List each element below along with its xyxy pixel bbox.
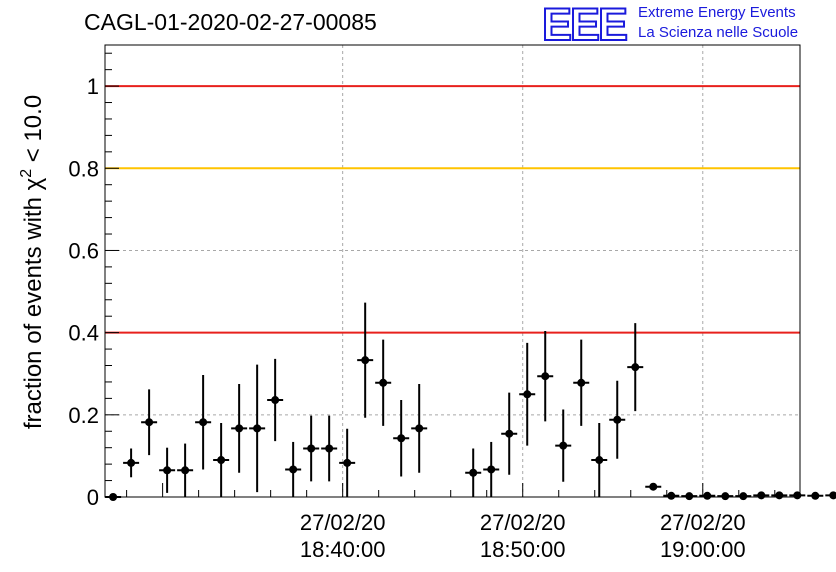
data-point-marker bbox=[235, 424, 244, 433]
y-axis-label-suffix: < 10.0 bbox=[20, 95, 47, 169]
eee-logo-line1: Extreme Energy Events bbox=[638, 4, 796, 21]
data-point-marker bbox=[757, 491, 766, 500]
data-point-marker bbox=[397, 434, 406, 443]
data-point-marker bbox=[163, 466, 172, 475]
data-point-marker bbox=[487, 465, 496, 474]
y-axis-label-exponent: 2 bbox=[18, 169, 35, 178]
data-point-marker bbox=[253, 424, 262, 433]
x-tick-label-date: 27/02/20 bbox=[300, 510, 386, 535]
y-tick-label: 0 bbox=[87, 485, 99, 510]
data-point-marker bbox=[721, 492, 730, 501]
data-point-marker bbox=[739, 492, 748, 501]
plot-frame bbox=[104, 44, 801, 498]
data-point-marker bbox=[415, 424, 424, 433]
data-point-marker bbox=[829, 491, 836, 500]
data-point-marker bbox=[379, 378, 388, 387]
y-tick-label: 0.6 bbox=[68, 238, 99, 263]
x-tick-label-time: 18:50:00 bbox=[480, 537, 566, 562]
y-axis-label-prefix: fraction of events with bbox=[20, 190, 47, 429]
data-point-marker bbox=[631, 363, 640, 372]
y-axis-label: fraction of events with χ2 < 10.0 bbox=[18, 95, 47, 429]
data-point-marker bbox=[145, 418, 154, 427]
data-point-marker bbox=[307, 444, 316, 453]
data-point-marker bbox=[811, 491, 820, 500]
data-point-marker bbox=[289, 465, 298, 474]
data-point-marker bbox=[361, 356, 370, 365]
data-point-marker bbox=[613, 415, 622, 424]
data-point-marker bbox=[649, 482, 658, 491]
data-point-marker bbox=[325, 444, 334, 453]
data-point-marker bbox=[595, 456, 604, 465]
eee-logo-mark: EEE bbox=[541, 0, 629, 50]
y-axis-label-chi: χ bbox=[20, 177, 47, 190]
y-tick-label: 0.8 bbox=[68, 156, 99, 181]
eee-logo-line2: La Scienza nelle Scuole bbox=[638, 24, 799, 41]
data-point-marker bbox=[559, 441, 568, 450]
data-point-marker bbox=[775, 491, 784, 500]
y-tick-label: 0.4 bbox=[68, 321, 99, 346]
data-point-marker bbox=[703, 491, 712, 500]
data-point-marker bbox=[343, 458, 352, 467]
y-tick-label: 0.2 bbox=[68, 403, 99, 428]
axes: 00.20.40.60.8127/02/2018:40:0027/02/2018… bbox=[68, 52, 776, 562]
reference-lines bbox=[105, 85, 800, 334]
data-point-marker bbox=[199, 418, 208, 427]
x-tick-label-time: 18:40:00 bbox=[300, 537, 386, 562]
data-point-marker bbox=[685, 492, 694, 501]
y-tick-label: 1 bbox=[87, 74, 99, 99]
grid bbox=[105, 45, 800, 497]
data-point-marker bbox=[523, 390, 532, 399]
data-point-marker bbox=[271, 396, 280, 405]
data-point-marker bbox=[127, 458, 136, 467]
x-tick-label-date: 27/02/20 bbox=[480, 510, 566, 535]
data-point-marker bbox=[505, 429, 514, 438]
data-point-marker bbox=[217, 456, 226, 465]
data-point-marker bbox=[577, 378, 586, 387]
run-title: CAGL-01-2020-02-27-00085 bbox=[84, 9, 377, 35]
data-point-marker bbox=[667, 491, 676, 500]
data-point-marker bbox=[469, 468, 478, 477]
data-point-marker bbox=[181, 466, 190, 475]
data-point-marker bbox=[541, 372, 550, 381]
x-tick-label-time: 19:00:00 bbox=[660, 537, 746, 562]
x-tick-label-date: 27/02/20 bbox=[660, 510, 746, 535]
